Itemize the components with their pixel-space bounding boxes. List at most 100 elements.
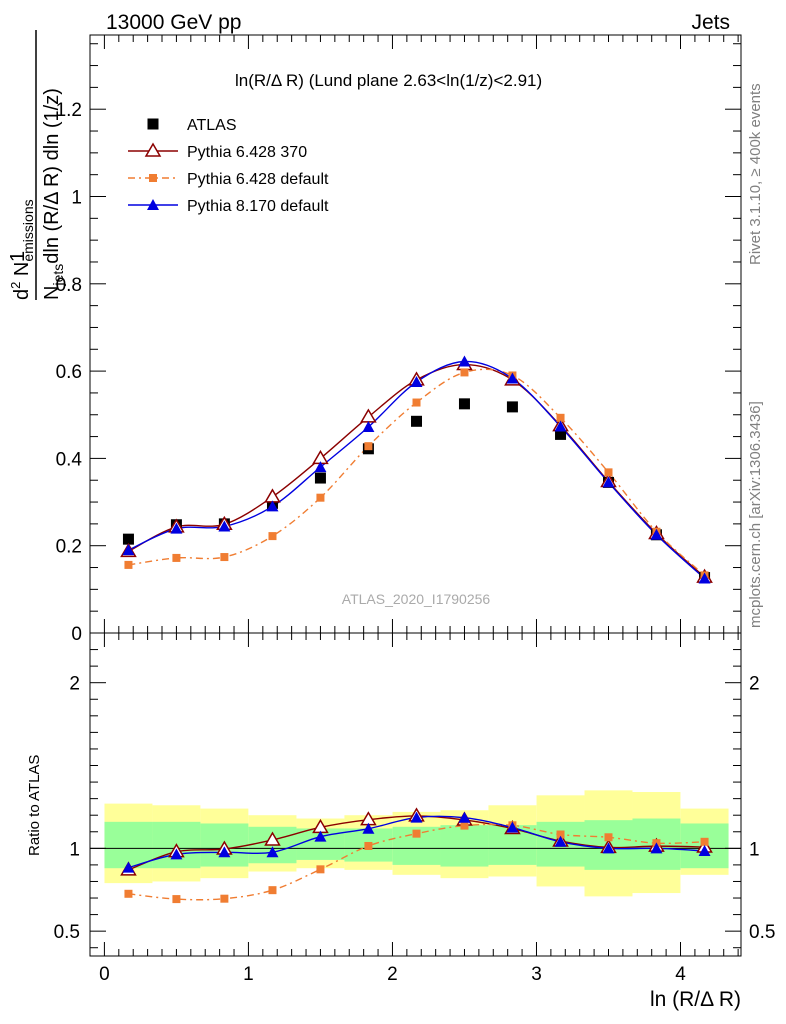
series-0-point [506, 401, 518, 413]
series-3-point [218, 520, 231, 532]
series-2-ratio-point [364, 841, 373, 850]
series-2-point [460, 368, 469, 377]
analysis-watermark: ATLAS_2020_I1790256 [342, 591, 491, 607]
series-2-point [220, 553, 229, 562]
series-3-point [122, 544, 135, 556]
legend: ATLAS Pythia 6.428 370 Pythia 6.428 defaul… [128, 117, 329, 215]
series-3-point [458, 355, 471, 367]
series-3-ratio-point [218, 846, 231, 858]
series-2-ratio-point [412, 829, 421, 838]
y-label-denominator: Njetsdln (R/Δ R) dln (1/z) [41, 88, 66, 300]
series-2-point [604, 468, 613, 477]
series-2-ratio-point [172, 895, 181, 904]
legend-marker [147, 118, 159, 130]
series-3-point [650, 528, 663, 540]
y-tick-label-ratio: 1 [69, 839, 80, 860]
series-1-line [128, 363, 706, 578]
series-2-point [172, 553, 181, 562]
series-2-ratio-point [316, 865, 325, 874]
series-3-ratio-point [458, 811, 471, 823]
series-1-point [264, 488, 281, 503]
series-2-ratio-point [700, 837, 709, 846]
series-0-point [314, 472, 326, 484]
header-energy: 13000 GeV pp [106, 11, 241, 34]
series-3-point [170, 522, 183, 534]
series-3-point [266, 500, 279, 512]
x-tick-label: 4 [675, 964, 686, 985]
series-3-point [698, 572, 711, 584]
legend-marker [149, 174, 157, 182]
series-3-ratio-point [650, 842, 663, 854]
x-tick-label: 2 [387, 964, 398, 985]
series-3-point [362, 420, 375, 432]
y-tick-label-ratio: 2 [69, 674, 80, 695]
legend-label: Pythia 8.170 default [187, 198, 329, 215]
y-tick-label-ratio-right: 1 [749, 839, 760, 860]
y-tick-label-main: 0.8 [56, 275, 82, 296]
header-process: Jets [691, 11, 730, 34]
x-tick-label: 1 [243, 964, 254, 985]
series-2-ratio-point [124, 889, 133, 898]
series-2-point [268, 532, 277, 541]
series-2-point [364, 442, 373, 451]
ratio-frame [89, 632, 742, 957]
series-2-point [124, 560, 133, 569]
series-3-ratio-point [122, 861, 135, 873]
series-0-point [122, 533, 134, 545]
y-tick-label-main: 0 [71, 624, 82, 645]
legend-label: Pythia 6.428 370 [187, 144, 307, 161]
series-0-point [458, 398, 470, 410]
data-markers [120, 355, 713, 904]
y-tick-label-main: 0.4 [56, 449, 83, 470]
series-3-point [602, 476, 615, 488]
series-3-ratio-point [602, 842, 615, 854]
x-tick-label: 0 [99, 964, 110, 985]
series-2-ratio-point [604, 833, 613, 842]
series-1-point [360, 408, 377, 423]
ratio-band-green [440, 825, 489, 867]
y-axis-label-ratio: Ratio to ATLAS [26, 755, 43, 856]
series-2-ratio-point [556, 830, 565, 839]
axis-ticks: 0 1 2 3 4 0 0.2 0.4 0.6 0.8 1 1.2 0.5 0.5 1 1 2 2 [54, 35, 775, 985]
y-tick-label-main: 0.2 [56, 537, 82, 558]
legend-label: Pythia 6.428 default [187, 171, 329, 188]
series-3-ratio-point [266, 846, 279, 858]
series-3-ratio-point [554, 835, 567, 847]
series-2-point [412, 398, 421, 407]
series-3-point [410, 376, 423, 388]
series-3-ratio-point [506, 821, 519, 833]
series-3-ratio-point [698, 844, 711, 856]
x-axis-label: ln (R/Δ R) [650, 988, 741, 1011]
side-label-top: Rivet 3.1.10, ≥ 400k events [747, 83, 764, 265]
y-tick-label-ratio-right: 2 [749, 674, 760, 695]
series-2-ratio-point [220, 894, 229, 903]
y-tick-label-main: 1 [71, 188, 82, 209]
y-label-numerator: d2 Nemissions [8, 199, 36, 300]
y-tick-label-ratio: 0.5 [54, 922, 80, 943]
ratio-bands [90, 790, 741, 897]
ratio-band-green [104, 821, 153, 869]
legend-marker [147, 199, 159, 210]
y-tick-label-ratio-right: 0.5 [749, 922, 775, 943]
series-3-ratio-point [314, 830, 327, 842]
series-2-point [556, 413, 565, 422]
legend-label: ATLAS [187, 117, 237, 134]
series-3-ratio-point [410, 811, 423, 823]
series-2-ratio-point [268, 886, 277, 895]
legend-marker [144, 142, 162, 157]
series-3-point [554, 420, 567, 432]
series-1-ratio-point [264, 831, 281, 846]
plot-title: ln(R/Δ R) (Lund plane 2.63<ln(1/z)<2.91) [235, 71, 542, 90]
series-3-point [314, 461, 327, 473]
series-3-line [128, 360, 706, 579]
series-3-ratio-point [170, 848, 183, 860]
series-2-ratio-point [460, 821, 469, 830]
y-label-one: 1 [7, 251, 29, 262]
x-tick-label: 3 [531, 964, 542, 985]
series-0-point [411, 415, 423, 427]
y-tick-label-main: 0.6 [56, 362, 82, 383]
side-label-bottom: mcplots.cern.ch [arXiv:1306.3436] [747, 401, 764, 628]
series-3-point [506, 372, 519, 384]
y-tick-label-main: 1.2 [56, 100, 82, 121]
